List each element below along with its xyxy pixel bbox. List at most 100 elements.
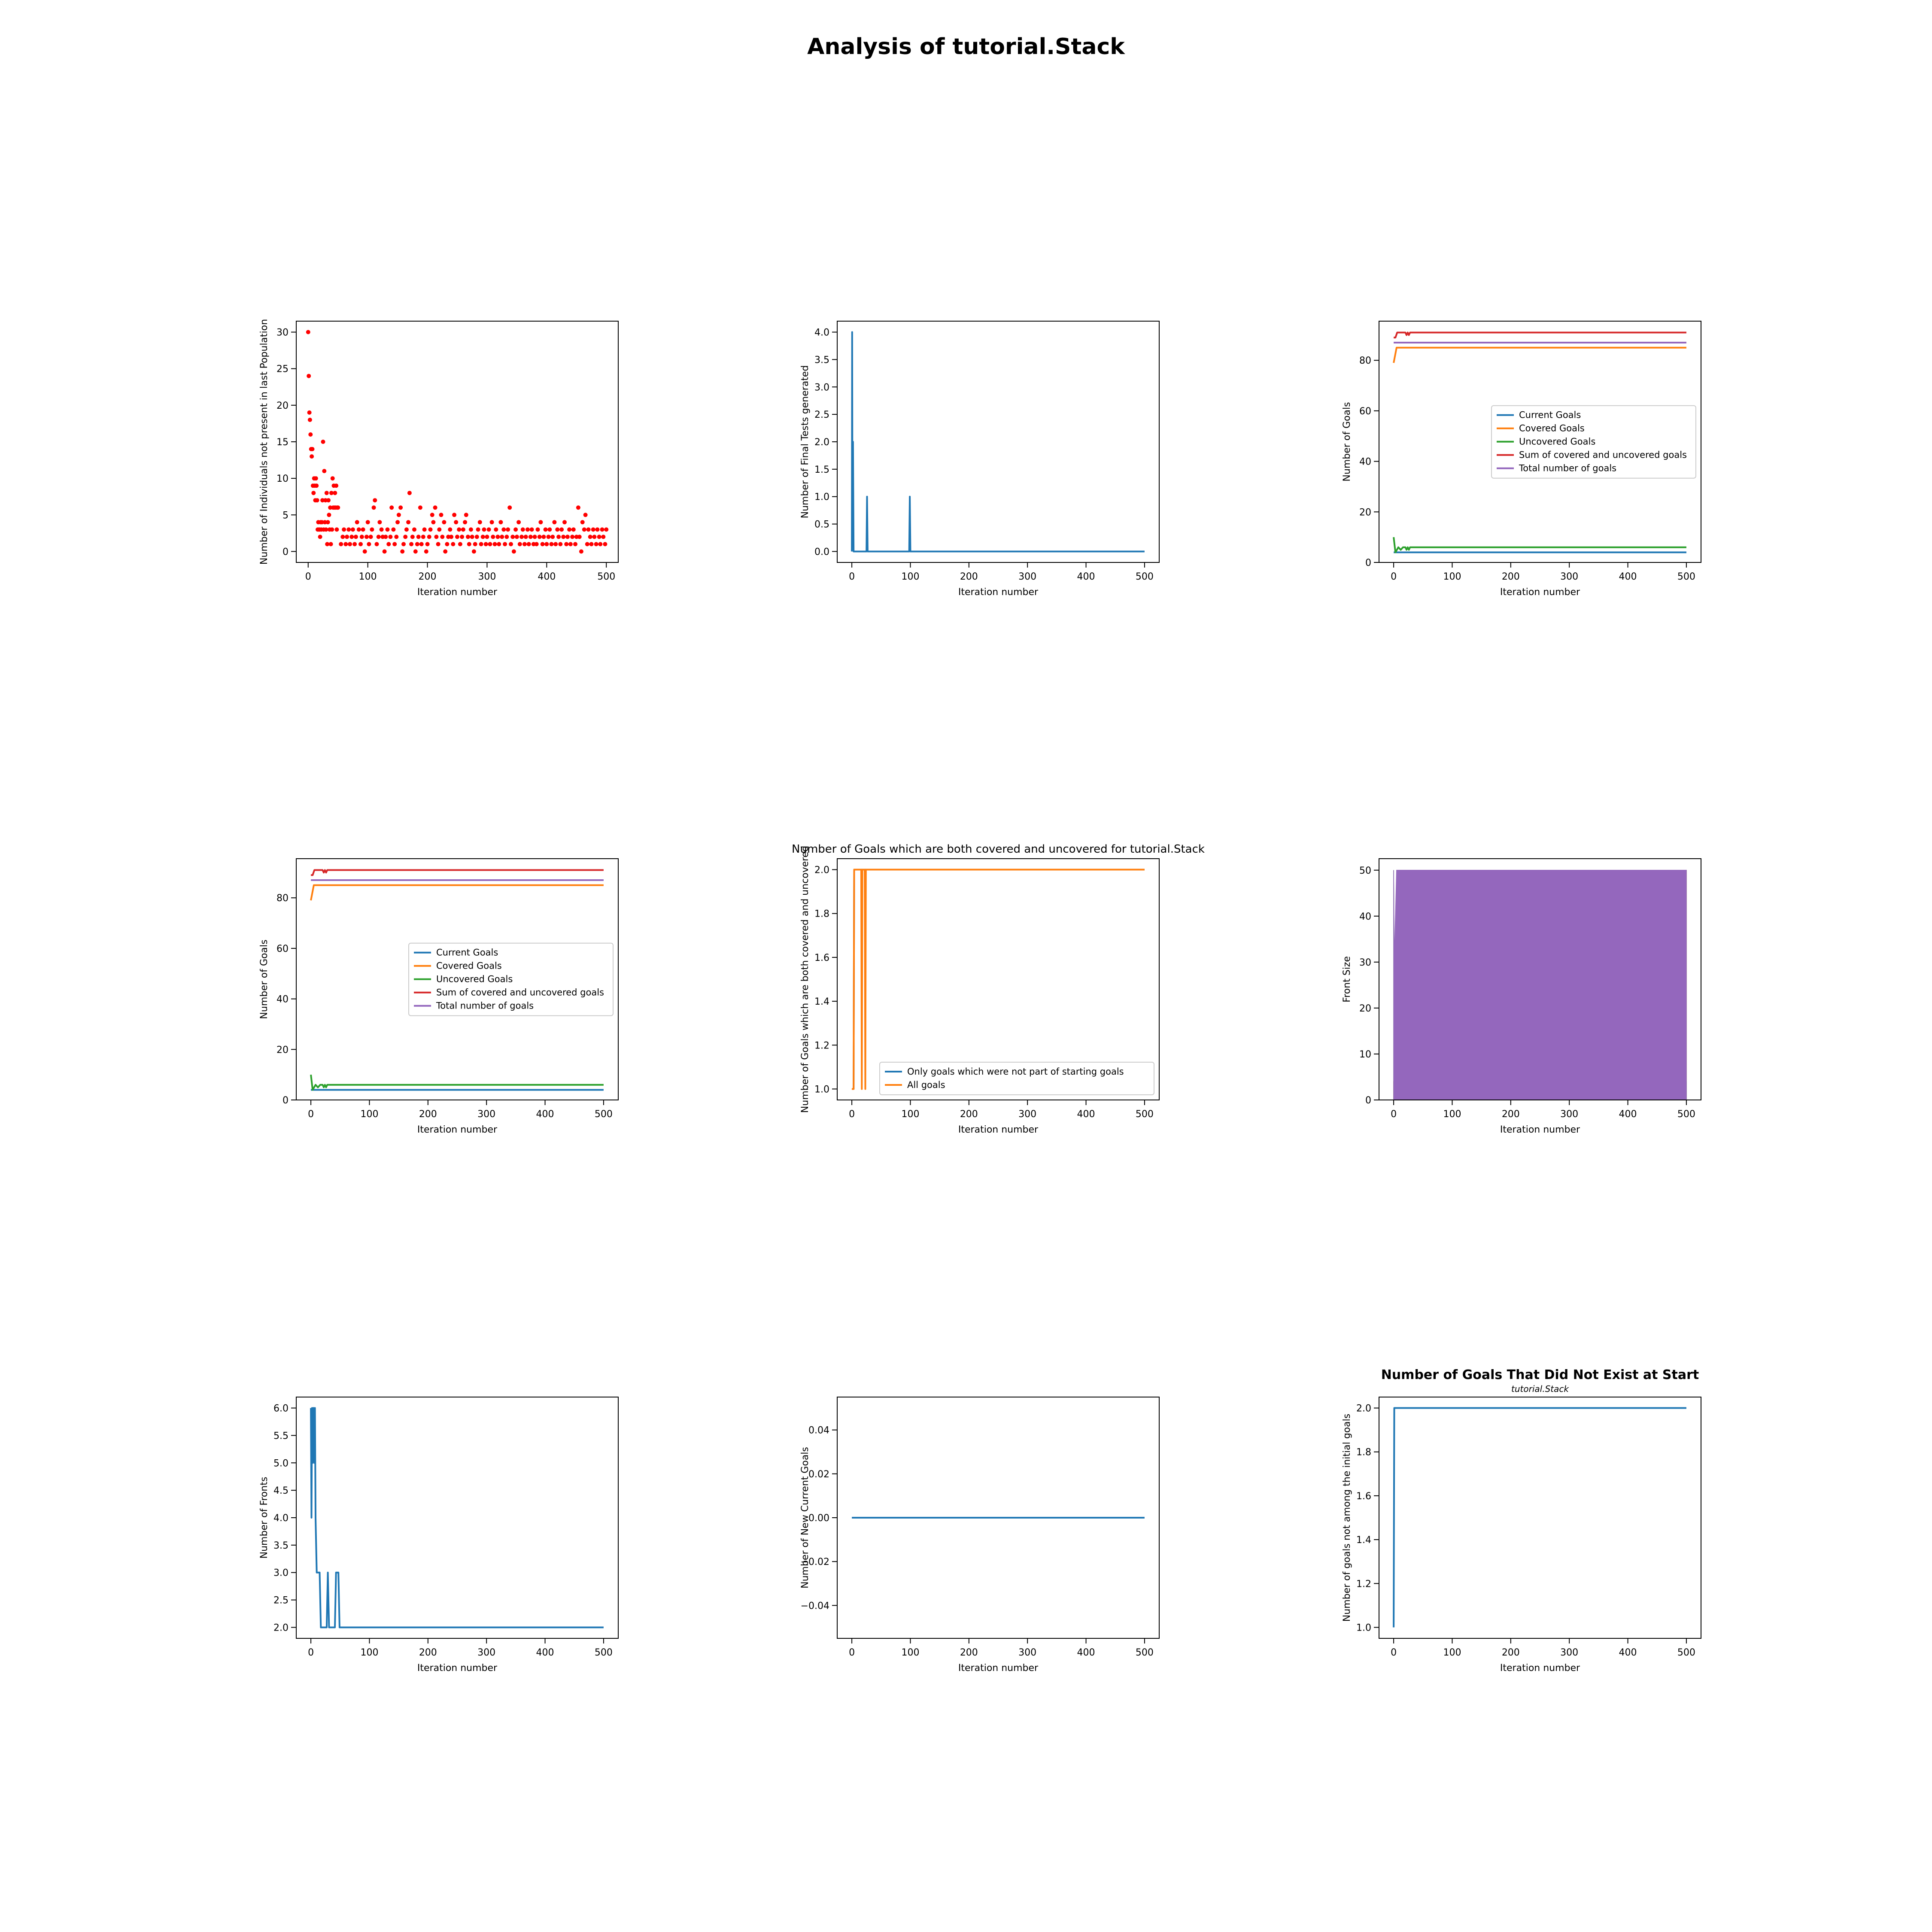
- y-tick-label: 80: [1359, 355, 1371, 366]
- scatter-point: [349, 535, 354, 539]
- x-tick-label: 500: [1136, 1647, 1154, 1658]
- y-axis-label: Number of New Current Goals: [800, 1447, 811, 1589]
- scatter-point: [528, 535, 533, 539]
- x-axis-label: Iteration number: [1500, 587, 1580, 598]
- y-tick-label: 10: [1359, 1049, 1371, 1060]
- y-tick-label: 1.0: [814, 1084, 829, 1095]
- legend-entry: Total number of goals: [436, 1001, 534, 1011]
- scatter-point: [362, 549, 367, 554]
- scatter-point: [326, 498, 331, 503]
- y-tick-label: 0: [1365, 558, 1371, 568]
- legend-entry: Uncovered Goals: [1519, 437, 1595, 447]
- scatter-point: [473, 542, 477, 547]
- chart-6: 0 100 200 300 400 500 0 10 20 30 40 50 Iteration num…: [1342, 858, 1701, 1135]
- scatter-point: [454, 520, 459, 525]
- scatter-point: [406, 520, 411, 525]
- x-tick-label: 500: [1677, 571, 1695, 582]
- x-tick-label: 500: [1677, 1647, 1695, 1658]
- scatter-point: [550, 535, 555, 539]
- legend-entry: Sum of covered and uncovered goals: [1519, 450, 1687, 460]
- legend-box: [408, 942, 614, 1016]
- scatter-point: [385, 527, 390, 532]
- scatter-point: [585, 542, 589, 547]
- scatter-point: [480, 535, 485, 539]
- y-tick-label: 60: [276, 944, 289, 954]
- scatter-point: [598, 542, 603, 547]
- scatter-point: [520, 527, 525, 532]
- legend-entry: Total number of goals: [1519, 463, 1616, 474]
- scatter-point: [543, 527, 548, 532]
- scatter-point: [336, 505, 340, 510]
- y-tick-label: 20: [276, 1045, 289, 1055]
- x-tick-label: 100: [901, 1647, 919, 1658]
- x-tick-label: 400: [1619, 1109, 1637, 1120]
- y-tick-label: 20: [1359, 507, 1371, 518]
- axes-frame: [1379, 321, 1701, 563]
- scatter-point: [320, 498, 325, 503]
- line-series-4: [311, 869, 604, 876]
- y-tick-label: 15: [276, 437, 289, 448]
- x-tick-label: 0: [308, 1109, 314, 1120]
- chart-4: 0 100 200 300 400 500 0 20 40 60 80 Iteration numbe…: [259, 858, 619, 1135]
- x-axis-label: Iteration number: [958, 1663, 1039, 1674]
- scatter-point: [582, 527, 586, 532]
- scatter-point: [333, 491, 337, 495]
- x-tick-label: 100: [359, 571, 377, 582]
- scatter-point: [383, 535, 388, 539]
- scatter-point: [540, 542, 545, 547]
- x-tick-label: 0: [305, 571, 311, 582]
- x-tick-label: 200: [960, 1109, 978, 1120]
- scatter-point: [377, 520, 382, 525]
- line-series-2: [310, 884, 604, 901]
- x-tick-label: 200: [419, 1647, 437, 1658]
- scatter-point: [470, 535, 474, 539]
- chart-subtitle: tutorial.Stack: [1511, 1384, 1569, 1394]
- scatter-point: [334, 527, 339, 532]
- y-axis-label: Number of Fronts: [259, 1477, 270, 1559]
- scatter-point: [583, 513, 588, 517]
- scatter-point: [328, 542, 333, 547]
- scatter-point: [358, 542, 363, 547]
- y-axis-label: Front Size: [1342, 956, 1352, 1002]
- scatter-point: [452, 513, 457, 517]
- scatter-point: [391, 527, 396, 532]
- y-tick-label: 0.04: [808, 1425, 829, 1436]
- scatter-point: [380, 535, 385, 539]
- scatter-point: [329, 491, 334, 495]
- scatter-point: [436, 542, 440, 547]
- scatter-point: [353, 535, 358, 539]
- scatter-point: [482, 527, 486, 532]
- plot-area: [851, 331, 1145, 553]
- plot-area: [310, 869, 604, 1091]
- x-tick-label: 100: [1443, 571, 1461, 582]
- scatter-point: [506, 527, 510, 532]
- scatter-point: [359, 535, 364, 539]
- x-tick-label: 300: [477, 1647, 495, 1658]
- scatter-point: [368, 535, 373, 539]
- scatter-point: [514, 535, 519, 539]
- scatter-point: [494, 527, 498, 532]
- x-tick-label: 400: [536, 1647, 554, 1658]
- y-tick-label: 6.0: [273, 1403, 289, 1414]
- scatter-point: [345, 535, 349, 539]
- scatter-point: [471, 549, 476, 554]
- x-tick-label: 300: [1018, 1647, 1036, 1658]
- y-axis-label: Number of Individuals not present in las…: [259, 319, 270, 565]
- y-tick-label: 1.2: [814, 1040, 829, 1051]
- scatter-point: [601, 535, 606, 539]
- scatter-point: [529, 527, 534, 532]
- y-tick-label: 4.5: [273, 1485, 289, 1496]
- legend-entry: Sum of covered and uncovered goals: [436, 987, 604, 998]
- y-tick-label: 4.0: [273, 1513, 289, 1524]
- y-tick-label: 3.5: [273, 1540, 289, 1551]
- y-tick-label: 3.0: [814, 382, 829, 393]
- axes-frame: [837, 321, 1160, 563]
- y-tick-label: 4.0: [814, 328, 829, 338]
- scatter-point: [342, 527, 346, 532]
- scatter-point: [449, 535, 454, 539]
- chart-8: 0 100 200 300 400 500 −0.04 −0.02 0.00 0.02 0.04 It…: [800, 1397, 1160, 1674]
- scatter-point: [574, 535, 579, 539]
- y-tick-label: 0.0: [814, 547, 829, 557]
- y-tick-label: 80: [276, 893, 289, 904]
- scatter-point: [586, 527, 591, 532]
